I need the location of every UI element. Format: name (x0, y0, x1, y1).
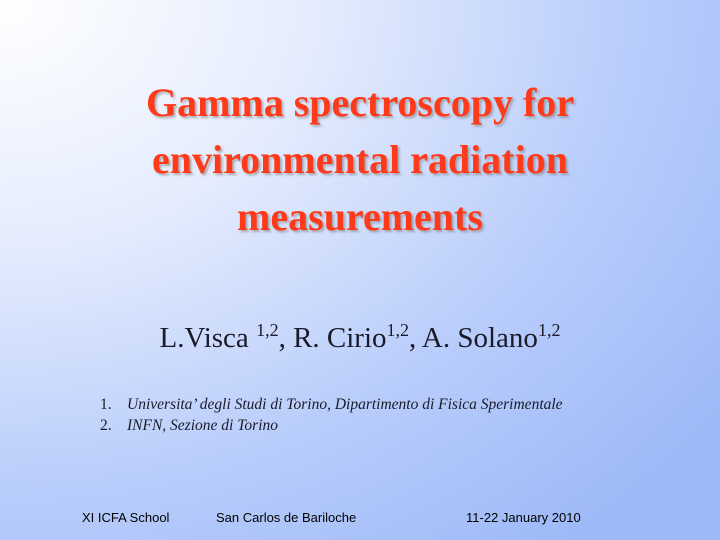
affiliations: 1. Universita’ degli Studi di Torino, Dip… (100, 394, 563, 436)
author-name: L.Visca (159, 322, 257, 354)
author-affiliation: 1,2 (386, 320, 410, 340)
footer-left: XI ICFA School (82, 510, 170, 525)
authors: L.Visca 1,2, R. Cirio1,2, A. Solano1,2 (0, 320, 720, 355)
affiliation-number: 2. (100, 417, 112, 434)
author-name: , R. Cirio (278, 322, 387, 354)
footer-right: 11-22 January 2010 (466, 510, 581, 525)
affiliation-number: 1. (100, 396, 112, 413)
author-name: , A. Solano (409, 322, 538, 354)
affiliation-text: INFN, Sezione di Torino (127, 417, 278, 434)
affiliation-text: Universita’ degli Studi di Torino, Dipar… (127, 396, 563, 413)
footer-center: San Carlos de Bariloche (216, 510, 357, 525)
title: Gamma spectroscopy for environmental rad… (145, 80, 575, 239)
affiliation: 1. Universita’ degli Studi di Torino, Dip… (100, 394, 563, 415)
author-affiliation: 1,2 (537, 320, 561, 340)
affiliation: 2. INFN, Sezione di Torino (100, 415, 563, 436)
author-affiliation: 1,2 (256, 320, 279, 340)
